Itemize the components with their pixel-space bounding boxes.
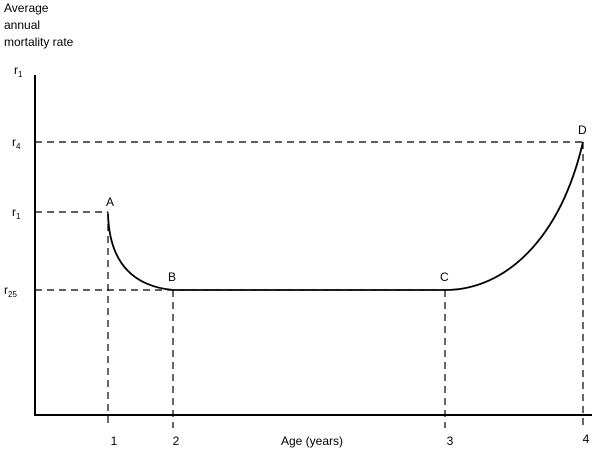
x-label: 3	[447, 434, 454, 448]
axes	[34, 75, 592, 416]
point-label: B	[168, 270, 176, 284]
point-label: A	[106, 195, 114, 209]
mortality-curve	[107, 141, 584, 291]
y-label: r1	[14, 63, 23, 79]
y-label: r25	[4, 283, 17, 299]
y-axis-title: mortality rate	[4, 35, 74, 49]
y-label: r4	[12, 135, 21, 151]
y-axis-title: annual	[4, 18, 40, 32]
point-label: D	[578, 123, 587, 137]
y-label: r1	[12, 205, 21, 221]
y-axis-title: Average	[4, 1, 49, 15]
point-label: C	[440, 270, 449, 284]
x-label: 4	[583, 432, 590, 446]
x-label: 2	[173, 434, 180, 448]
x-label: 1	[111, 434, 118, 448]
guides	[35, 141, 584, 428]
x-axis-title: Age (years)	[281, 434, 343, 448]
